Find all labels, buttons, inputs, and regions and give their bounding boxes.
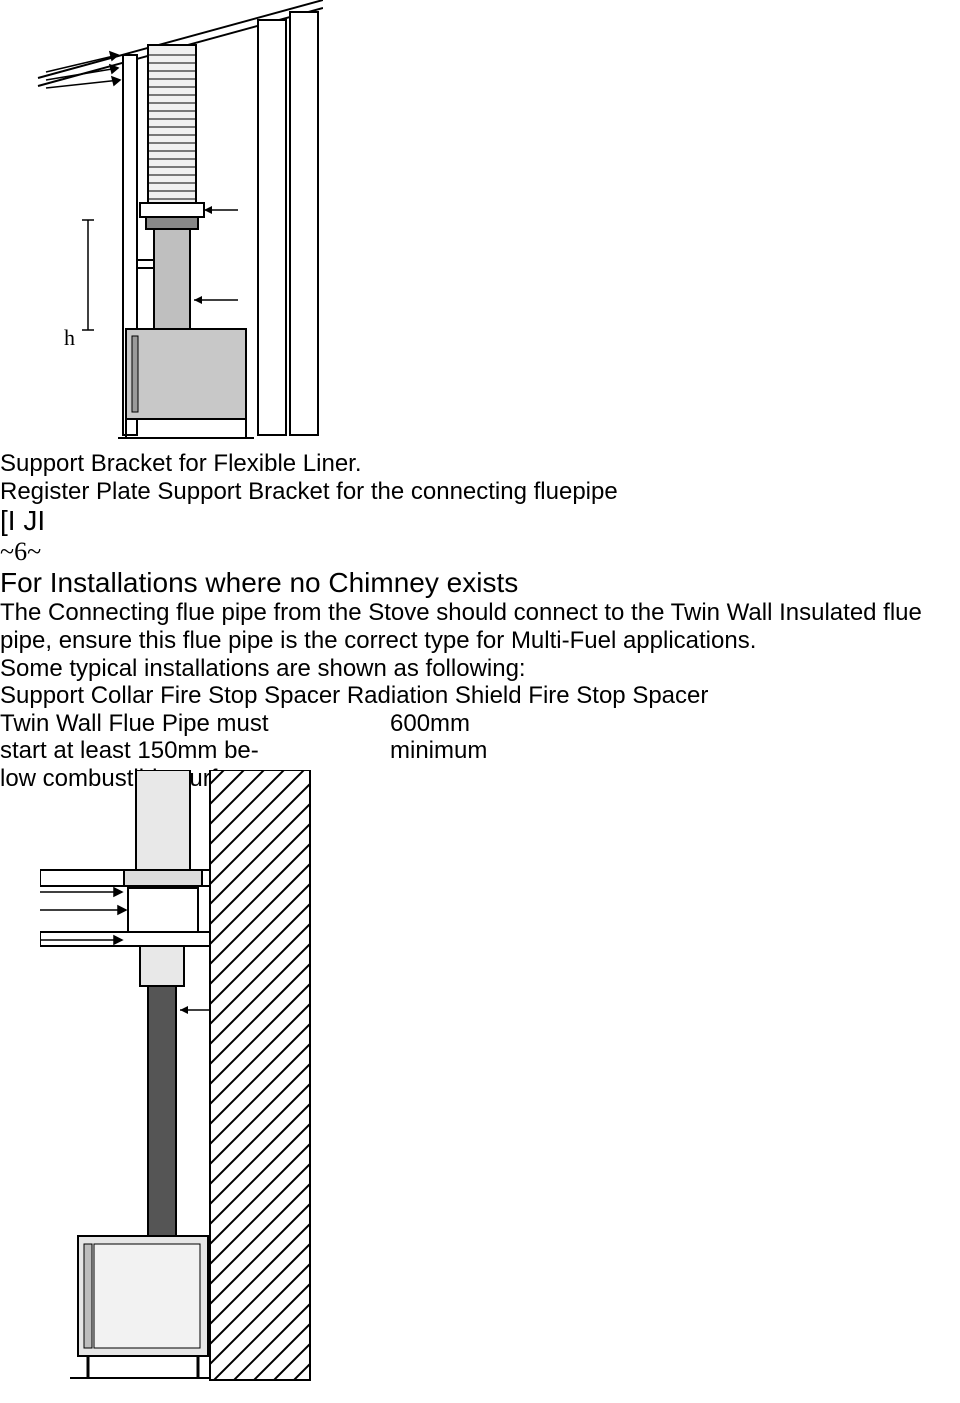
- document-text-block: Support Bracket for Flexible Liner. Regi…: [0, 450, 960, 793]
- diagram-bottom-twinwall-installation: [40, 770, 325, 1390]
- paragraph-1: The Connecting flue pipe from the Stove …: [0, 599, 960, 654]
- col-left-line2: start at least 150mm be-: [0, 737, 390, 765]
- col-right-line2: minimum: [390, 737, 960, 765]
- figure-marks: [I JI: [0, 505, 960, 537]
- caption-support-bracket: Support Bracket for Flexible Liner.: [0, 450, 960, 478]
- component-labels-line: Support Collar Fire Stop Spacer Radiatio…: [0, 682, 960, 710]
- caption-register-plate: Register Plate Support Bracket for the c…: [0, 478, 960, 506]
- col-left-line1: Twin Wall Flue Pipe must: [0, 710, 390, 738]
- col-right-line1: 600mm: [390, 710, 960, 738]
- paragraph-2: Some typical installations are shown as …: [0, 655, 960, 683]
- diagram-top-liner-installation: h: [28, 0, 323, 445]
- section-heading: For Installations where no Chimney exist…: [0, 567, 960, 599]
- dimension-h-label: h: [64, 325, 75, 350]
- page-divider: ~6~: [0, 537, 960, 567]
